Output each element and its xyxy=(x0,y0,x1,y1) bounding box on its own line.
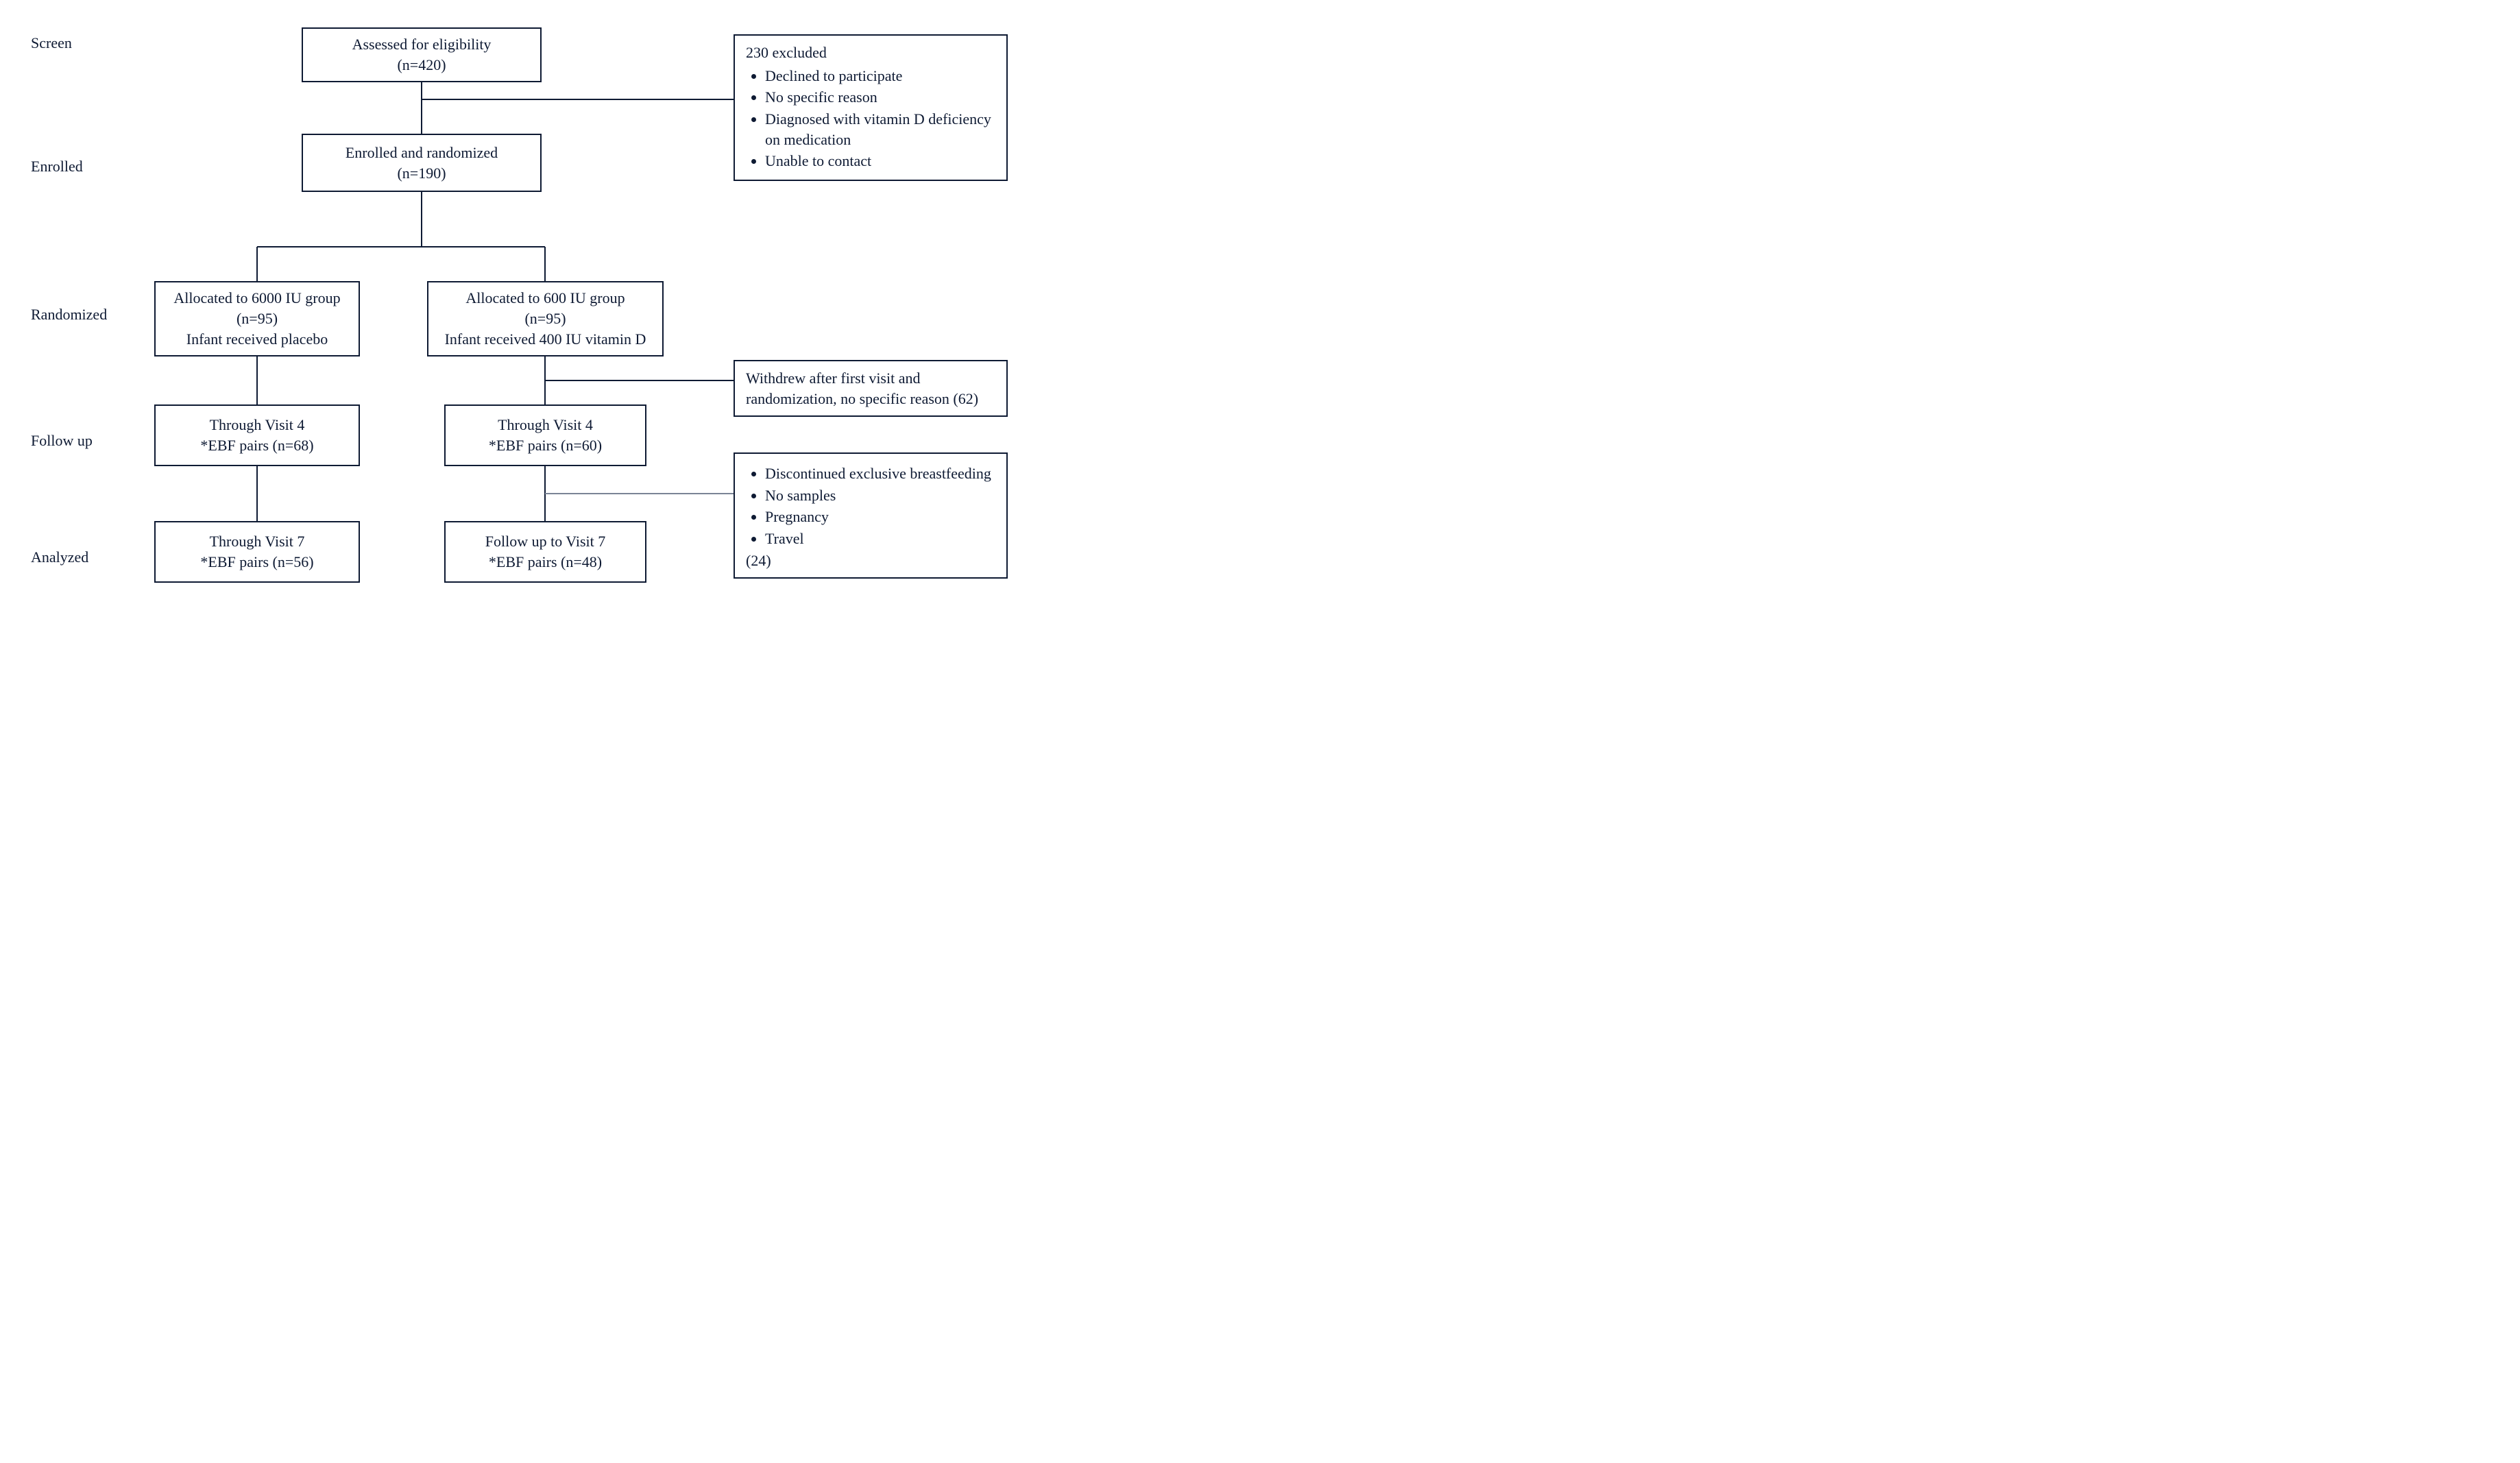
flowchart-canvas: Screen Enrolled Randomized Follow up Ana… xyxy=(21,21,1049,651)
sidebox-excluded: 230 excluded Declined to participate No … xyxy=(734,34,1008,181)
list-item: No specific reason xyxy=(765,87,995,108)
node-assessed-line2: (n=420) xyxy=(397,55,446,75)
node-followup-600-line2: *EBF pairs (n=60) xyxy=(489,435,602,456)
node-followup-6000-line1: Through Visit 4 xyxy=(210,415,305,435)
list-item: Diagnosed with vitamin D deficiency on m… xyxy=(765,109,995,149)
node-alloc-6000-line2: (n=95) xyxy=(237,309,278,329)
node-analyzed-6000-line2: *EBF pairs (n=56) xyxy=(200,552,313,572)
node-analyzed-600-line2: *EBF pairs (n=48) xyxy=(489,552,602,572)
node-alloc-6000-line3: Infant received placebo xyxy=(186,329,328,350)
node-alloc-600-line3: Infant received 400 IU vitamin D xyxy=(445,329,646,350)
node-enrolled: Enrolled and randomized (n=190) xyxy=(302,134,542,192)
list-item: Unable to contact xyxy=(765,151,995,171)
stage-label-enrolled: Enrolled xyxy=(31,158,83,176)
node-assessed-line1: Assessed for eligibility xyxy=(352,34,492,55)
node-followup-600: Through Visit 4 *EBF pairs (n=60) xyxy=(444,404,646,466)
node-alloc-6000: Allocated to 6000 IU group (n=95) Infant… xyxy=(154,281,360,356)
stage-label-followup: Follow up xyxy=(31,432,93,450)
list-item: Travel xyxy=(765,529,995,549)
sidebox-withdrew-text: Withdrew after first visit and randomiza… xyxy=(746,368,995,409)
list-item: No samples xyxy=(765,485,995,506)
node-enrolled-line2: (n=190) xyxy=(397,163,446,184)
node-alloc-600: Allocated to 600 IU group (n=95) Infant … xyxy=(427,281,664,356)
node-analyzed-6000: Through Visit 7 *EBF pairs (n=56) xyxy=(154,521,360,583)
sidebox-excluded-list: Declined to participate No specific reas… xyxy=(746,66,995,171)
node-followup-6000: Through Visit 4 *EBF pairs (n=68) xyxy=(154,404,360,466)
node-analyzed-6000-line1: Through Visit 7 xyxy=(210,531,305,552)
sidebox-discontinued-list: Discontinued exclusive breastfeeding No … xyxy=(746,463,995,549)
stage-label-analyzed: Analyzed xyxy=(31,548,88,566)
node-followup-6000-line2: *EBF pairs (n=68) xyxy=(200,435,313,456)
sidebox-discontinued-footer: (24) xyxy=(746,551,995,571)
sidebox-withdrew: Withdrew after first visit and randomiza… xyxy=(734,360,1008,417)
node-alloc-600-line2: (n=95) xyxy=(524,309,566,329)
node-analyzed-600: Follow up to Visit 7 *EBF pairs (n=48) xyxy=(444,521,646,583)
stage-label-randomized: Randomized xyxy=(31,306,107,324)
node-analyzed-600-line1: Follow up to Visit 7 xyxy=(485,531,606,552)
sidebox-excluded-header: 230 excluded xyxy=(746,43,995,63)
node-assessed: Assessed for eligibility (n=420) xyxy=(302,27,542,82)
list-item: Discontinued exclusive breastfeeding xyxy=(765,463,995,484)
stage-label-screen: Screen xyxy=(31,34,72,52)
node-followup-600-line1: Through Visit 4 xyxy=(498,415,593,435)
node-enrolled-line1: Enrolled and randomized xyxy=(346,143,498,163)
list-item: Declined to participate xyxy=(765,66,995,86)
sidebox-discontinued: Discontinued exclusive breastfeeding No … xyxy=(734,452,1008,579)
list-item: Pregnancy xyxy=(765,507,995,527)
node-alloc-600-line1: Allocated to 600 IU group xyxy=(465,288,625,309)
node-alloc-6000-line1: Allocated to 6000 IU group xyxy=(173,288,340,309)
